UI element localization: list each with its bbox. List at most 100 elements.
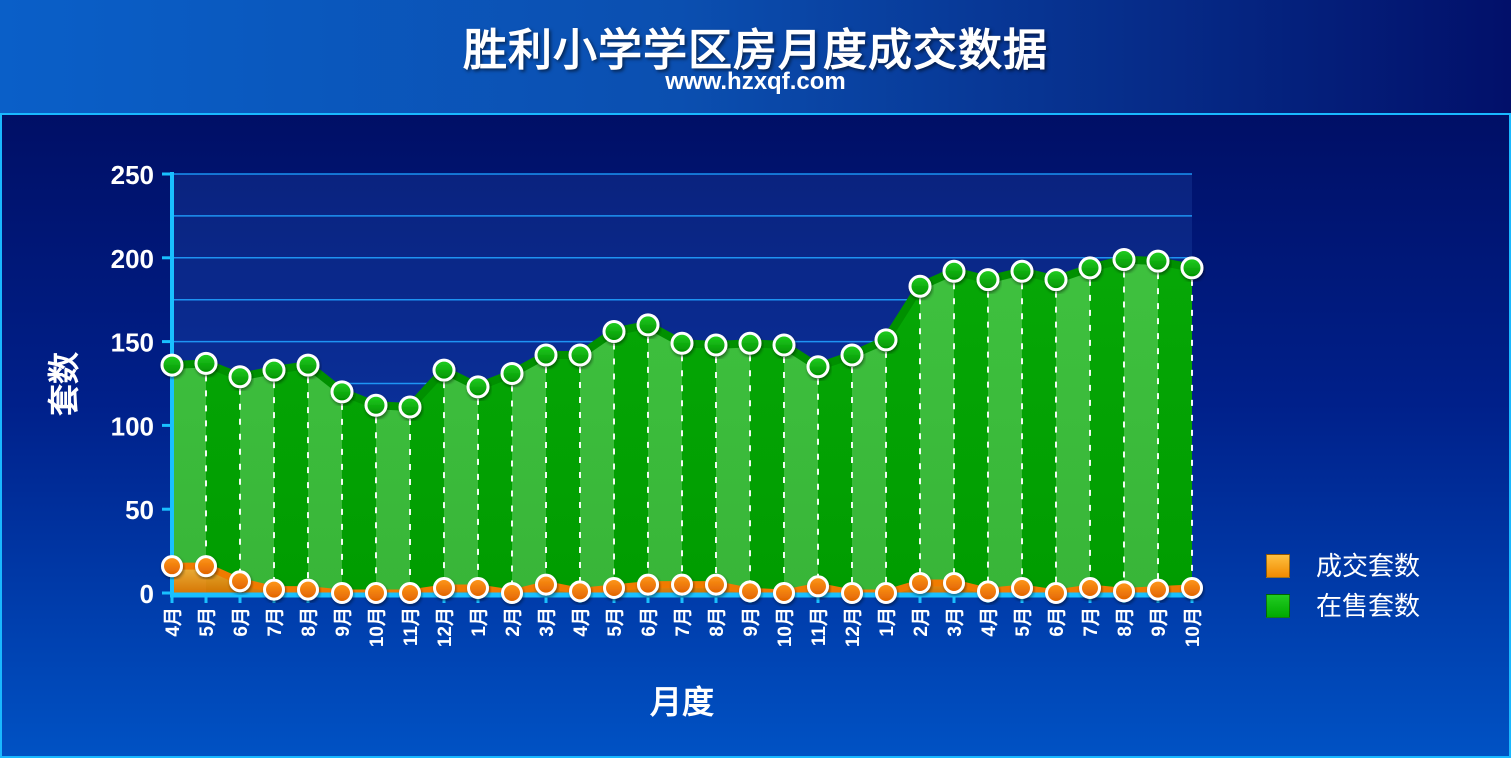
point-deals [1147,578,1169,601]
chart-subtitle: www.hzxqf.com [665,68,846,95]
x-tick-label: 12月 [435,607,456,647]
x-tick-label: 8月 [1115,607,1136,637]
point-deals [535,573,557,596]
chart-plot: 0 50 100 150 200 250 4月 5月 6月 7月 8月 9月 10月 11月 12月 1月 2月… [45,160,1204,721]
x-tick-label: 5月 [1013,607,1034,637]
point-deals [1181,576,1203,599]
y-tick-label: 100 [111,411,154,441]
x-tick-label: 3月 [537,607,558,637]
data-points [160,247,1204,604]
point-listings [772,333,796,357]
x-tick-label: 6月 [639,607,660,637]
point-listings [874,328,898,352]
point-listings [568,343,592,367]
point-listings [976,268,1000,292]
x-tick-label: 11月 [401,607,422,646]
x-tick-label: 6月 [1047,607,1068,637]
point-listings [908,274,932,298]
point-listings [160,353,184,377]
x-tick-label: 7月 [1081,607,1102,637]
point-listings [942,259,966,283]
y-tick-label: 250 [111,160,154,190]
point-listings [228,365,252,389]
point-deals [501,582,523,604]
x-tick-label: 8月 [299,607,320,637]
y-tick-label: 200 [111,244,154,274]
legend-item-listings: 在售套数 [1264,592,1464,622]
point-deals [705,573,727,596]
point-listings [364,393,388,417]
tick-labels: 0 50 100 150 200 250 4月 5月 6月 7月 8月 9月 10月 11月 12月 1月 2月… [111,160,1204,647]
point-deals [807,575,829,598]
x-tick-label: 4月 [571,607,592,637]
legend-item-deals: 成交套数 [1264,552,1464,582]
point-deals [569,580,591,603]
point-deals [671,573,693,596]
point-listings [1146,249,1170,273]
x-tick-label: 10月 [1183,607,1204,647]
x-tick-label: 7月 [265,607,286,637]
y-tick-label: 150 [111,328,154,358]
point-deals [331,582,353,604]
point-listings [670,331,694,355]
x-tick-label: 11月 [809,607,830,646]
point-listings [466,375,490,399]
vertical-dashed-lines [205,271,1193,583]
point-deals [1011,576,1033,599]
point-deals [977,580,999,603]
point-deals [1113,580,1135,603]
x-tick-label: 10月 [367,607,388,647]
point-listings [602,320,626,344]
point-listings [636,313,660,337]
x-tick-label: 1月 [469,607,490,637]
point-listings [330,380,354,404]
chart-panel: 0 50 100 150 200 250 4月 5月 6月 7月 8月 9月 10月 11月 12月 1月 2月… [0,113,1511,758]
x-tick-label: 4月 [979,607,1000,637]
point-deals [297,578,319,601]
x-tick-label: 2月 [503,607,524,637]
chart-header: 胜利小学学区房月度成交数据 www.hzxqf.com [0,0,1511,112]
x-tick-label: 5月 [605,607,626,637]
point-deals [161,555,183,578]
point-deals [841,582,863,604]
x-tick-label: 9月 [1149,607,1170,637]
point-deals [739,580,761,603]
point-deals [875,582,897,604]
point-listings [534,343,558,367]
legend-swatch-deals [1266,554,1290,578]
x-tick-label: 7月 [673,607,694,637]
point-deals [195,555,217,578]
x-axis-title: 月度 [650,683,714,721]
point-deals [467,576,489,599]
point-listings [806,355,830,379]
point-deals [603,576,625,599]
point-listings [840,343,864,367]
point-deals [637,573,659,596]
y-tick-label: 50 [125,495,154,525]
point-deals [399,582,421,604]
x-tick-label: 12月 [843,607,864,647]
x-tick-label: 6月 [231,607,252,637]
legend-label-deals: 成交套数 [1316,552,1421,582]
point-listings [738,331,762,355]
point-deals [433,576,455,599]
x-tick-label: 9月 [333,607,354,637]
y-axis-title: 套数 [45,351,83,416]
point-deals [1045,582,1067,604]
point-deals [365,582,387,604]
point-listings [1044,268,1068,292]
y-tick-label: 0 [140,579,154,609]
point-deals [943,571,965,594]
x-tick-label: 5月 [197,607,218,637]
x-tick-label: 3月 [945,607,966,637]
point-listings [296,353,320,377]
x-tick-label: 8月 [707,607,728,637]
legend-label-listings: 在售套数 [1316,592,1421,622]
x-tick-label: 1月 [877,607,898,637]
point-deals [773,582,795,604]
point-listings [262,358,286,382]
chart-title: 胜利小学学区房月度成交数据 [463,25,1048,76]
point-listings [398,395,422,419]
point-listings [194,351,218,375]
